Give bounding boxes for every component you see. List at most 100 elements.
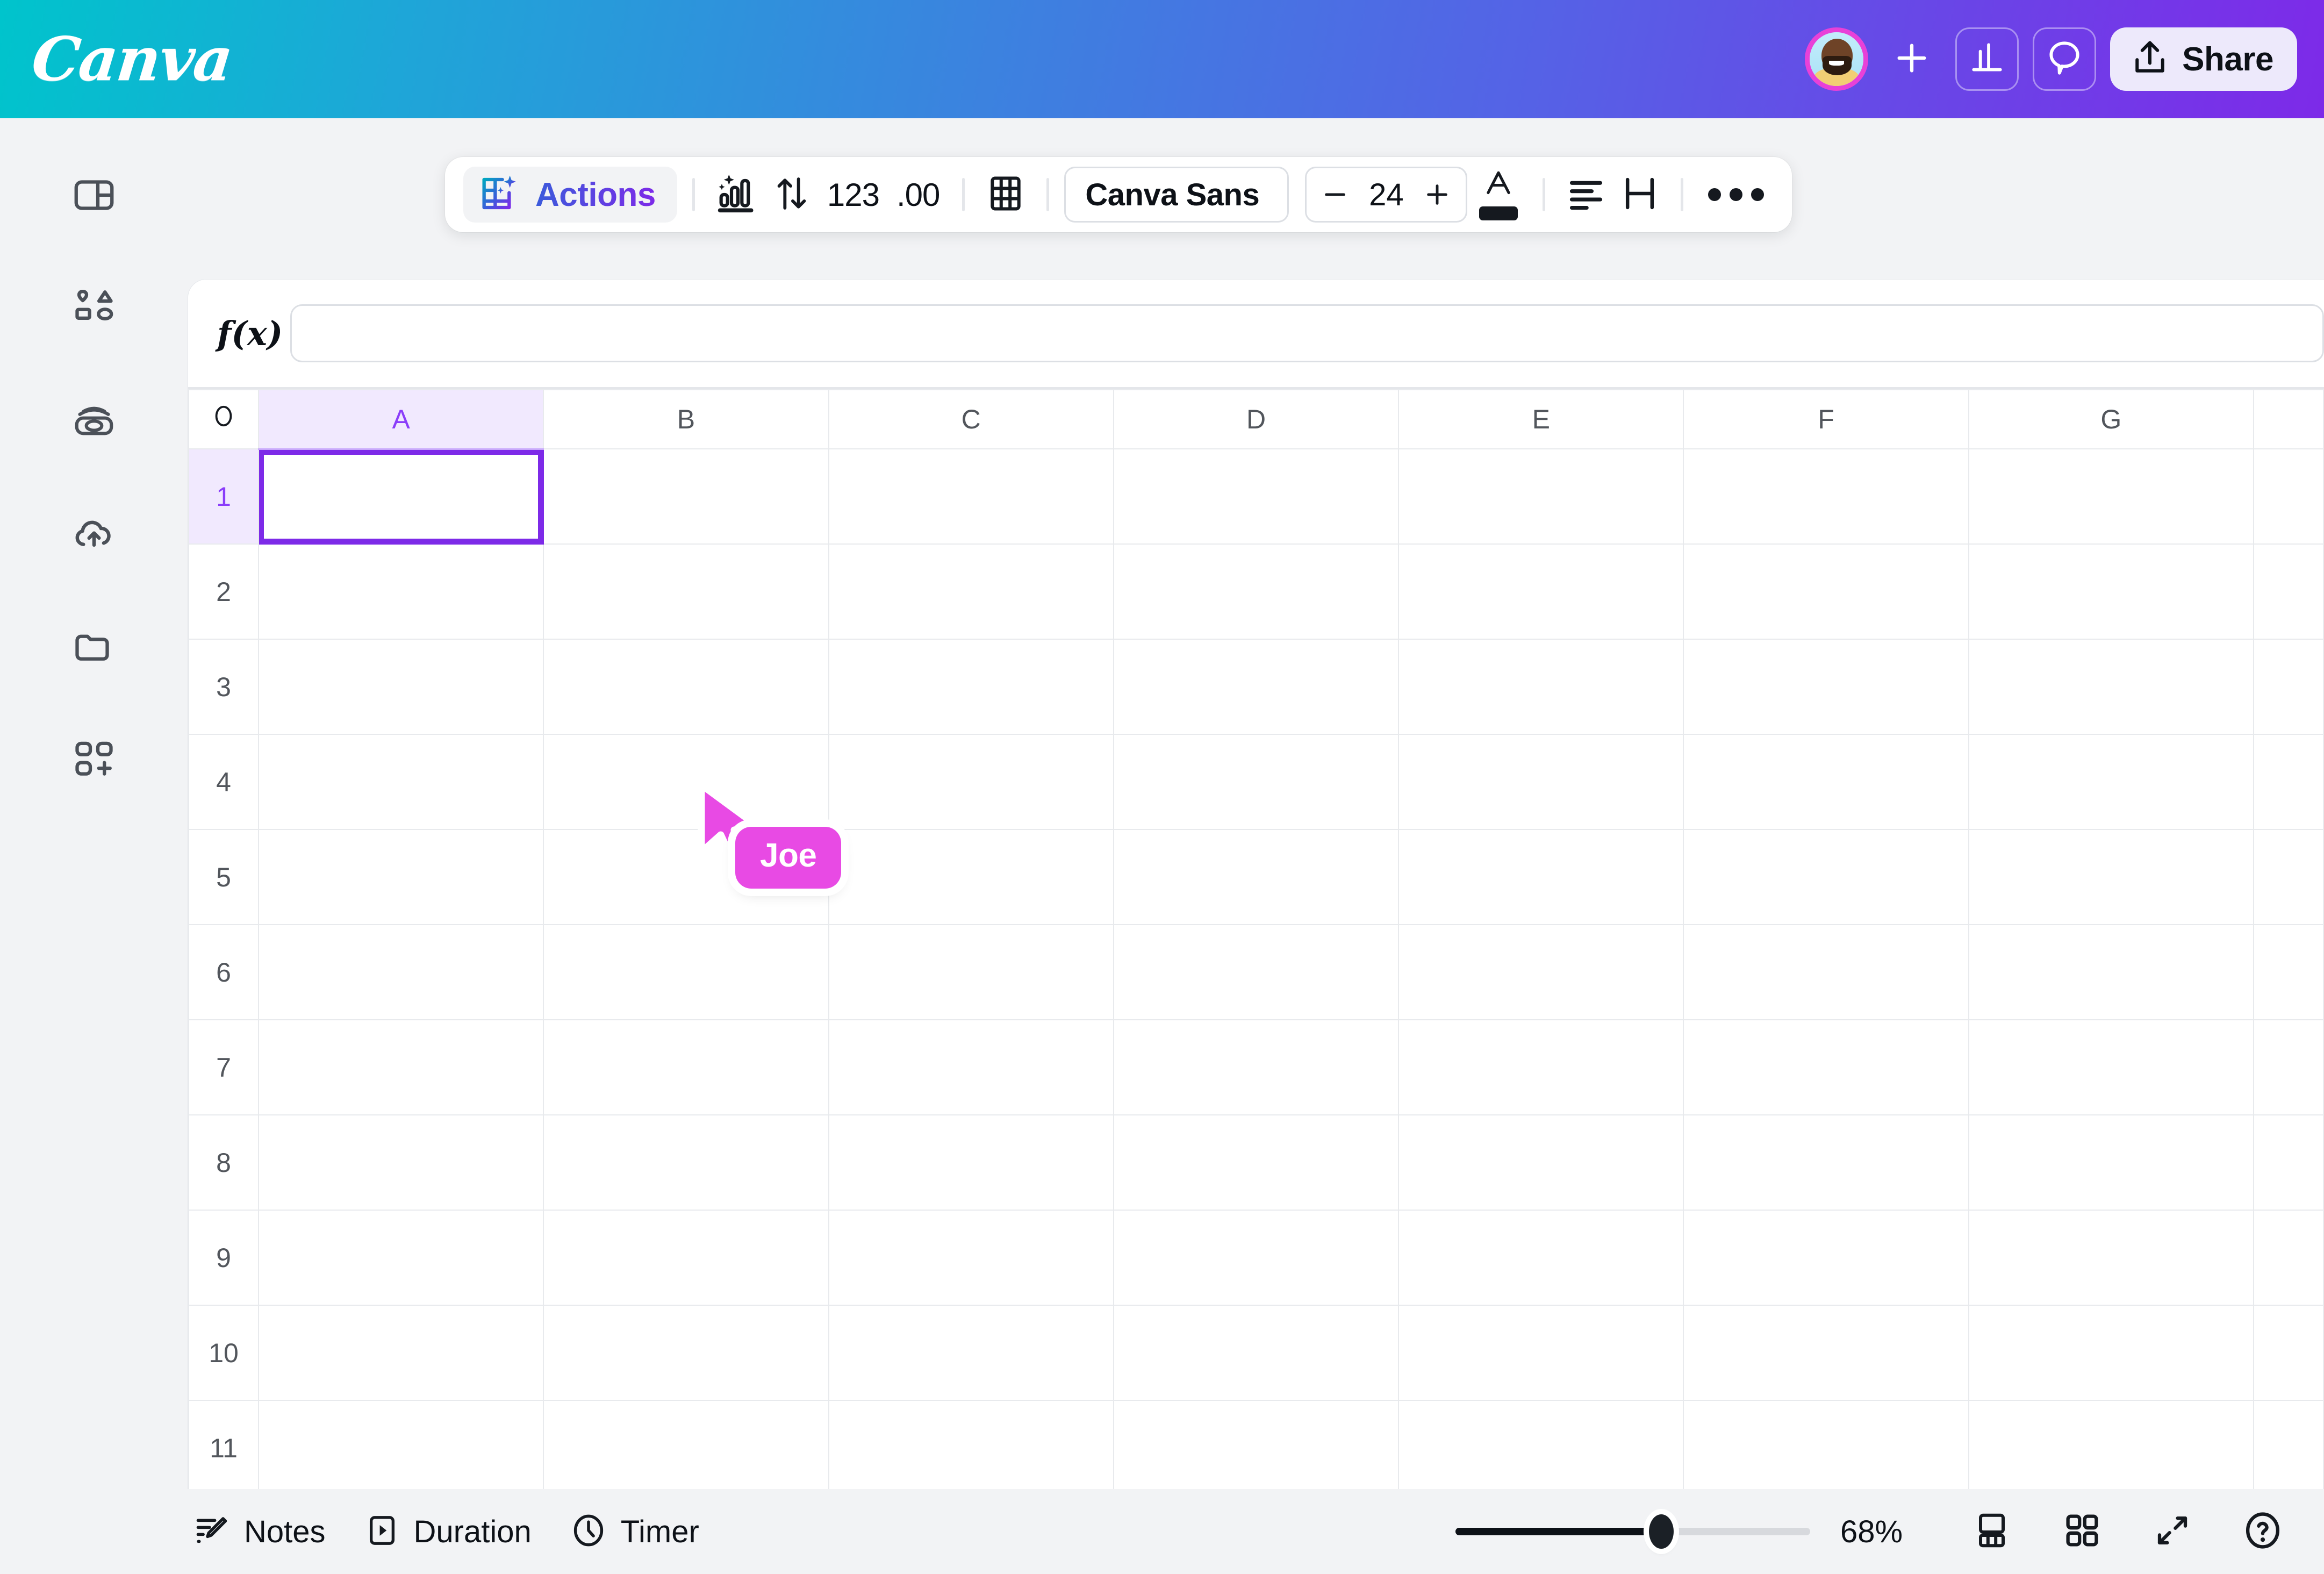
select-all-button[interactable]	[188, 389, 260, 449]
cell-e3[interactable]	[1398, 639, 1684, 735]
cell-h9[interactable]	[2253, 1210, 2324, 1306]
cell-a7[interactable]	[258, 1019, 544, 1115]
column-header-b[interactable]: B	[543, 389, 829, 449]
cell-e1[interactable]	[1398, 448, 1684, 545]
cell-d4[interactable]	[1113, 734, 1400, 830]
align-button[interactable]	[1560, 167, 1612, 223]
row-header-11[interactable]: 11	[188, 1400, 260, 1489]
cell-b7[interactable]	[543, 1019, 829, 1115]
sidebar-item-canva-ai[interactable]	[54, 392, 134, 452]
cell-c6[interactable]	[828, 924, 1114, 1020]
cell-d2[interactable]	[1113, 543, 1400, 640]
analytics-button[interactable]	[1955, 27, 2019, 91]
sidebar-item-apps[interactable]	[54, 731, 134, 790]
fullscreen-button[interactable]	[2142, 1501, 2203, 1562]
cell-a4[interactable]	[258, 734, 544, 830]
borders-button[interactable]	[980, 167, 1031, 223]
cell-g11[interactable]	[1968, 1400, 2254, 1489]
cell-f6[interactable]	[1683, 924, 1969, 1020]
row-header-3[interactable]: 3	[188, 639, 260, 735]
cell-a10[interactable]	[258, 1305, 544, 1401]
presenter-view-button[interactable]	[1962, 1501, 2022, 1562]
cell-e9[interactable]	[1398, 1210, 1684, 1306]
zoom-slider[interactable]	[1455, 1514, 1810, 1549]
cell-d6[interactable]	[1113, 924, 1400, 1020]
cell-b11[interactable]	[543, 1400, 829, 1489]
cell-d9[interactable]	[1113, 1210, 1400, 1306]
grid-view-button[interactable]	[2052, 1501, 2112, 1562]
cell-e8[interactable]	[1398, 1114, 1684, 1211]
cell-b6[interactable]	[543, 924, 829, 1020]
row-header-9[interactable]: 9	[188, 1210, 260, 1306]
font-family-select[interactable]: Canva Sans	[1064, 167, 1289, 223]
row-header-5[interactable]: 5	[188, 829, 260, 925]
cell-b3[interactable]	[543, 639, 829, 735]
cell-e6[interactable]	[1398, 924, 1684, 1020]
cell-g3[interactable]	[1968, 639, 2254, 735]
cell-d8[interactable]	[1113, 1114, 1400, 1211]
number-format-button[interactable]: 123	[827, 176, 880, 213]
add-collaborator-button[interactable]	[1882, 27, 1941, 91]
avatar[interactable]	[1805, 27, 1869, 91]
cell-h2[interactable]	[2253, 543, 2324, 640]
canva-logo[interactable]: Canva	[28, 24, 235, 95]
cell-h1[interactable]	[2253, 448, 2324, 545]
sort-button[interactable]	[766, 167, 817, 223]
row-header-8[interactable]: 8	[188, 1114, 260, 1211]
cell-f2[interactable]	[1683, 543, 1969, 640]
vertical-align-button[interactable]	[1614, 167, 1666, 223]
cell-g5[interactable]	[1968, 829, 2254, 925]
cell-e4[interactable]	[1398, 734, 1684, 830]
column-header-d[interactable]: D	[1113, 389, 1400, 449]
column-header-c[interactable]: C	[828, 389, 1114, 449]
cell-h10[interactable]	[2253, 1305, 2324, 1401]
spreadsheet-grid[interactable]: A B C D E F G 1	[188, 387, 2324, 1489]
cell-e11[interactable]	[1398, 1400, 1684, 1489]
cell-e2[interactable]	[1398, 543, 1684, 640]
cell-g8[interactable]	[1968, 1114, 2254, 1211]
cell-f7[interactable]	[1683, 1019, 1969, 1115]
actions-button[interactable]: Actions	[463, 167, 677, 223]
cell-a8[interactable]	[258, 1114, 544, 1211]
sidebar-item-design[interactable]	[54, 167, 134, 226]
cell-c10[interactable]	[828, 1305, 1114, 1401]
cell-d10[interactable]	[1113, 1305, 1400, 1401]
cell-h7[interactable]	[2253, 1019, 2324, 1115]
magic-chart-button[interactable]	[710, 167, 764, 223]
decimal-format-button[interactable]: .00	[896, 176, 940, 213]
cell-b2[interactable]	[543, 543, 829, 640]
row-header-10[interactable]: 10	[188, 1305, 260, 1401]
row-header-2[interactable]: 2	[188, 543, 260, 640]
cell-c2[interactable]	[828, 543, 1114, 640]
cell-e5[interactable]	[1398, 829, 1684, 925]
help-button[interactable]	[2233, 1501, 2293, 1562]
cell-d5[interactable]	[1113, 829, 1400, 925]
text-color-button[interactable]	[1469, 169, 1527, 220]
cell-g9[interactable]	[1968, 1210, 2254, 1306]
cell-d1[interactable]	[1113, 448, 1400, 545]
more-options-button[interactable]	[1698, 188, 1774, 201]
column-header-f[interactable]: F	[1683, 389, 1969, 449]
cell-b1[interactable]	[543, 448, 829, 545]
cell-f8[interactable]	[1683, 1114, 1969, 1211]
cell-f4[interactable]	[1683, 734, 1969, 830]
cell-b8[interactable]	[543, 1114, 829, 1211]
comments-button[interactable]	[2033, 27, 2097, 91]
cell-g7[interactable]	[1968, 1019, 2254, 1115]
sidebar-item-uploads[interactable]	[54, 505, 134, 564]
cell-g4[interactable]	[1968, 734, 2254, 830]
cell-c1[interactable]	[828, 448, 1114, 545]
cell-f10[interactable]	[1683, 1305, 1969, 1401]
cell-b10[interactable]	[543, 1305, 829, 1401]
cell-e10[interactable]	[1398, 1305, 1684, 1401]
column-header-g[interactable]: G	[1968, 389, 2254, 449]
cell-g1[interactable]	[1968, 448, 2254, 545]
duration-button[interactable]: Duration	[364, 1513, 532, 1551]
cell-f9[interactable]	[1683, 1210, 1969, 1306]
cell-d3[interactable]	[1113, 639, 1400, 735]
formula-input[interactable]	[290, 304, 2324, 362]
cell-f3[interactable]	[1683, 639, 1969, 735]
cell-f5[interactable]	[1683, 829, 1969, 925]
cell-a5[interactable]	[258, 829, 544, 925]
cell-c3[interactable]	[828, 639, 1114, 735]
